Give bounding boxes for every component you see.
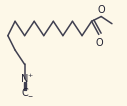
Text: O: O <box>96 38 103 48</box>
Text: C: C <box>21 88 28 98</box>
Text: O: O <box>98 5 105 15</box>
Text: −: − <box>28 94 33 99</box>
Text: N: N <box>21 74 28 84</box>
Text: +: + <box>28 73 33 78</box>
